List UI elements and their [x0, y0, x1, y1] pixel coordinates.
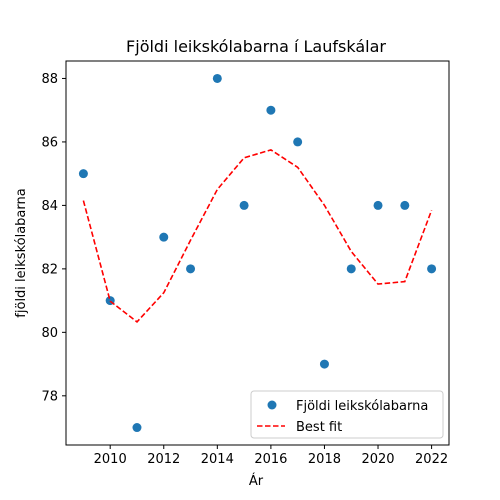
- legend-label-scatter: Fjöldi leikskólabarna: [296, 399, 428, 414]
- data-point-2011: [132, 423, 142, 433]
- data-point-2021: [400, 200, 410, 210]
- y-tick-label-86: 86: [41, 135, 58, 150]
- legend: Fjöldi leikskólabarna Best fit: [250, 390, 444, 439]
- x-axis-label: Ár: [249, 473, 264, 489]
- legend-marker-scatter: [267, 400, 277, 410]
- x-tick-label-2014: 2014: [201, 452, 234, 467]
- y-axis-label: fjöldi leikskólabarna: [14, 188, 29, 317]
- x-tick-label-2018: 2018: [308, 452, 341, 467]
- legend-label-line: Best fit: [296, 420, 342, 435]
- y-tick-label-80: 80: [41, 326, 58, 341]
- plot-frame: [65, 60, 450, 446]
- data-point-2018: [319, 359, 329, 369]
- data-point-2012: [159, 232, 169, 242]
- y-tick-label-78: 78: [41, 389, 58, 404]
- data-point-2013: [186, 264, 196, 274]
- y-tick-label-82: 82: [41, 262, 58, 277]
- x-tick-label-2020: 2020: [361, 452, 394, 467]
- data-point-2019: [346, 264, 356, 274]
- x-tick-label-2012: 2012: [147, 452, 180, 467]
- x-tick-label-2010: 2010: [94, 452, 127, 467]
- data-point-2020: [373, 200, 383, 210]
- data-point-2016: [266, 105, 276, 115]
- x-tick-label-2022: 2022: [415, 452, 448, 467]
- data-point-2015: [239, 200, 249, 210]
- chart-title: Fjöldi leikskólabarna í Laufskálar: [126, 37, 386, 56]
- y-tick-label-88: 88: [41, 72, 58, 87]
- data-point-2017: [293, 137, 303, 147]
- data-point-2022: [427, 264, 437, 274]
- data-point-2014: [212, 73, 222, 83]
- data-point-2009: [78, 169, 88, 179]
- best-fit-line: [82, 149, 433, 323]
- y-tick-label-84: 84: [41, 199, 58, 214]
- legend-box: [250, 390, 444, 439]
- x-tick-label-2016: 2016: [254, 452, 287, 467]
